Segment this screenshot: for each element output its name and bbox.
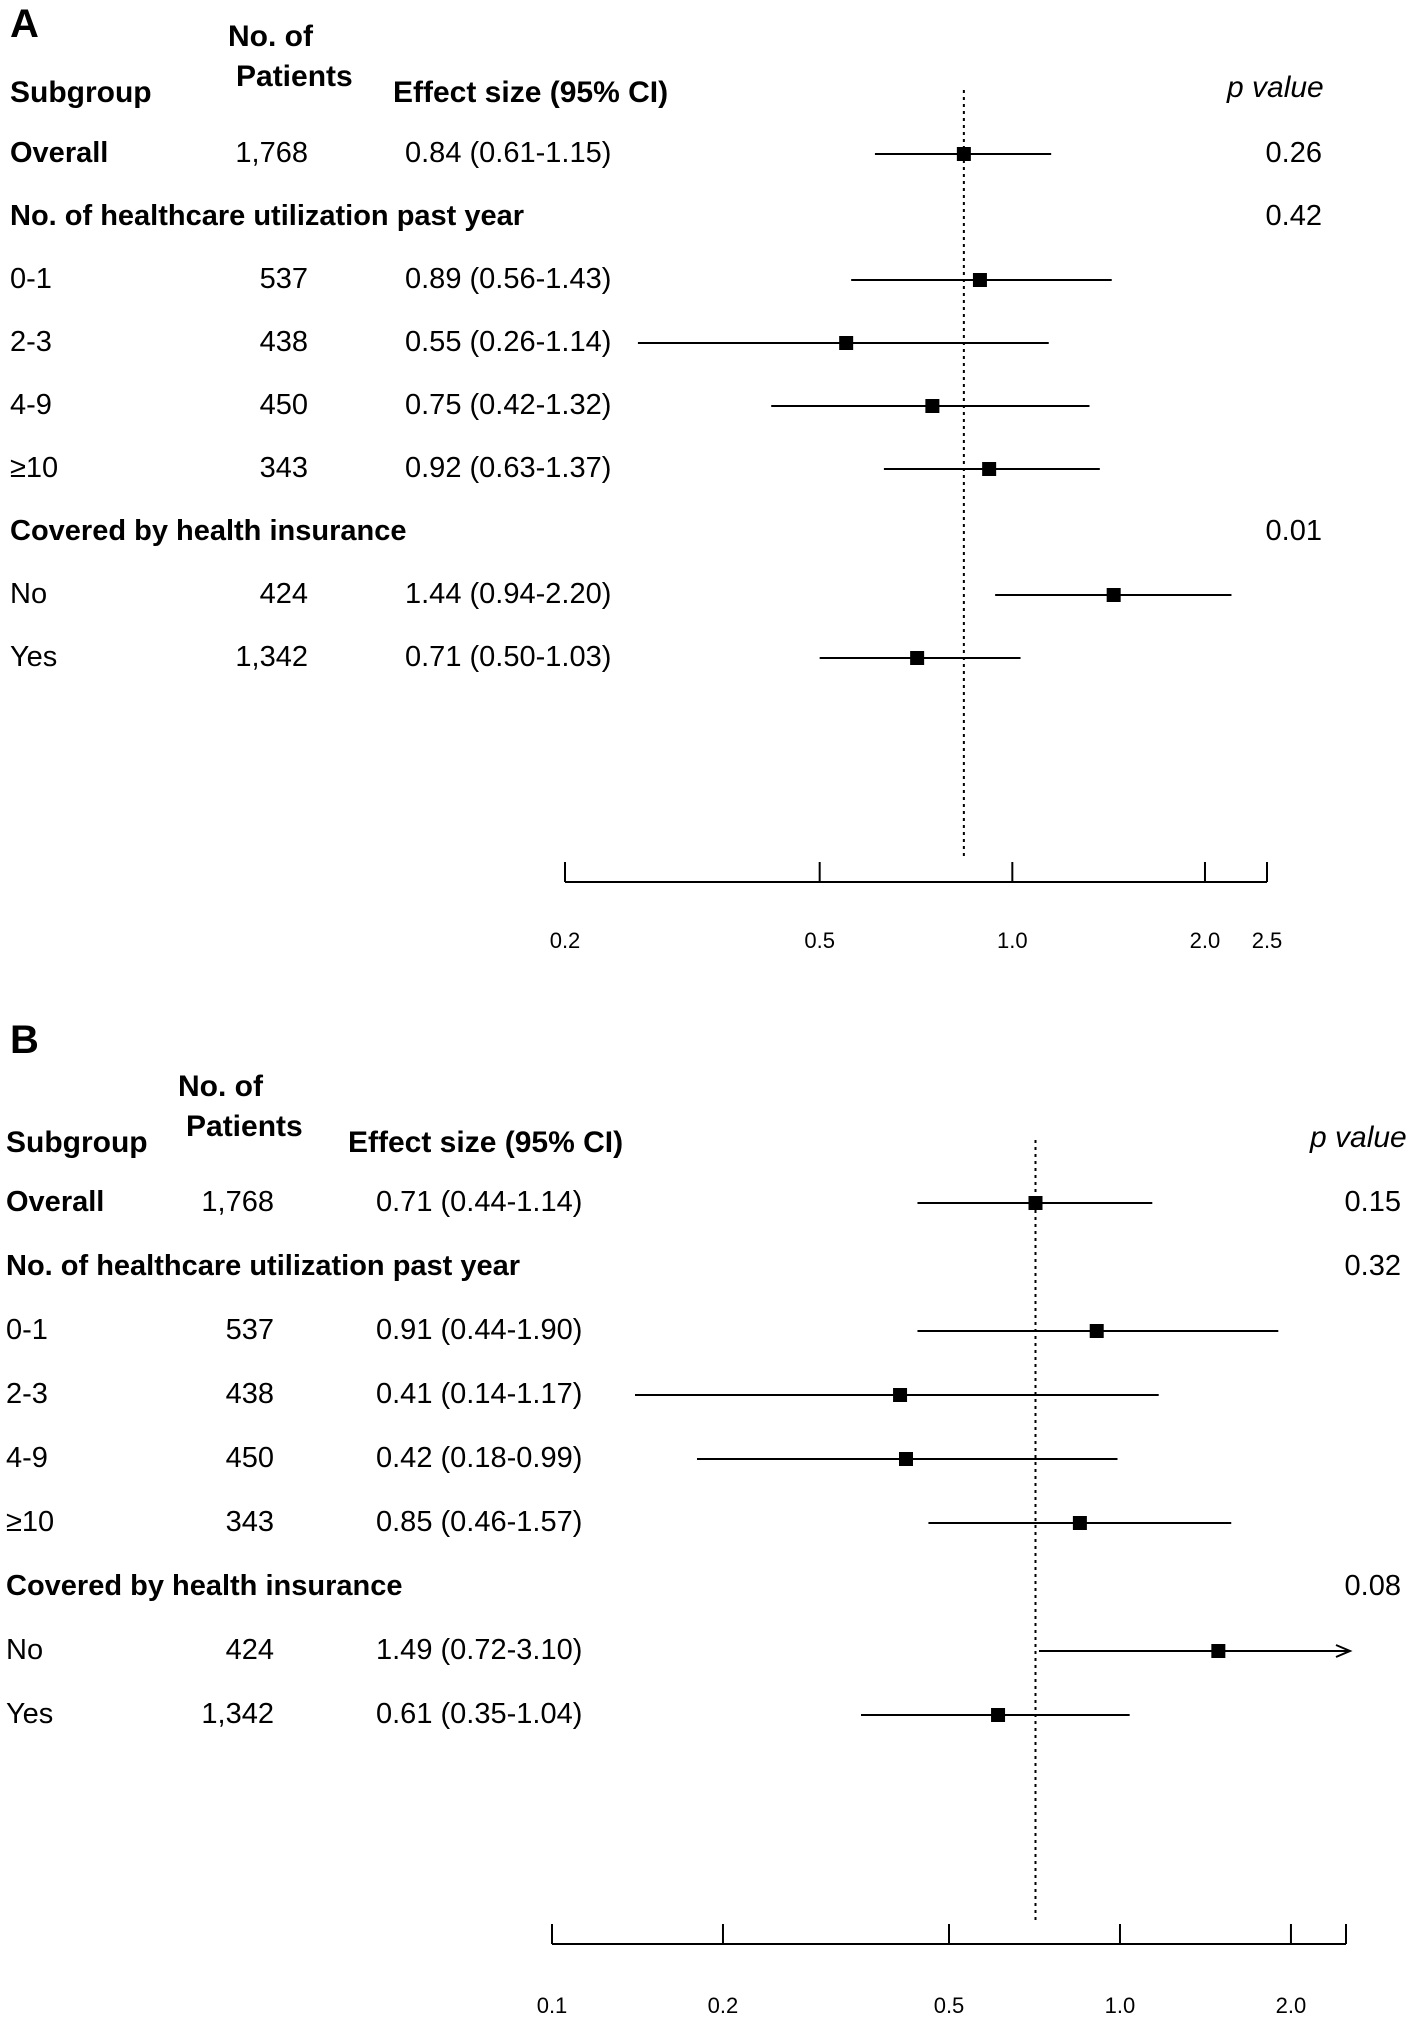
header-p-value: p value — [1310, 1121, 1407, 1154]
row-effect-size: 0.92 (0.63-1.37) — [405, 452, 612, 484]
row-label: Overall — [6, 1186, 105, 1218]
row-effect-size: 1.49 (0.72-3.10) — [376, 1634, 583, 1666]
row-label: 4-9 — [10, 389, 52, 421]
panel-letter: B — [10, 1018, 39, 1062]
row-p-value: 0.01 — [1265, 515, 1322, 547]
row-p-value: 0.26 — [1265, 137, 1322, 169]
point-estimate — [925, 399, 940, 413]
header-subgroup: Subgroup — [6, 1126, 148, 1159]
row-label: ≥10 — [6, 1506, 55, 1538]
point-estimate — [991, 1708, 1006, 1722]
point-estimate — [839, 336, 854, 350]
x-tick-label: 0.1 — [537, 1993, 568, 2018]
x-tick-label: 2.0 — [1276, 1993, 1307, 2018]
row-effect-size: 0.71 (0.50-1.03) — [405, 641, 612, 673]
point-estimate — [982, 462, 997, 476]
row-label: 2-3 — [10, 326, 52, 358]
row-effect-size: 0.71 (0.44-1.14) — [376, 1186, 583, 1218]
row-n-patients: 1,768 — [235, 137, 308, 169]
row-n-patients: 438 — [225, 1378, 274, 1410]
header-effect-size: Effect size (95% CI) — [348, 1126, 624, 1159]
row-label: No — [6, 1634, 44, 1666]
row-n-patients: 537 — [259, 263, 308, 295]
row-p-value: 0.42 — [1265, 200, 1322, 232]
row-label: 4-9 — [6, 1442, 48, 1474]
row-n-patients: 1,342 — [235, 641, 308, 673]
row-n-patients: 450 — [225, 1442, 274, 1474]
point-estimate — [910, 651, 925, 665]
point-estimate — [956, 147, 971, 161]
row-label: Yes — [10, 641, 58, 673]
row-p-value: 0.32 — [1344, 1250, 1401, 1282]
row-n-patients: 537 — [225, 1314, 274, 1346]
row-effect-size: 0.41 (0.14-1.17) — [376, 1378, 583, 1410]
row-effect-size: 0.61 (0.35-1.04) — [376, 1698, 583, 1730]
row-label: 0-1 — [6, 1314, 48, 1346]
header-patients-line2: Patients — [236, 60, 353, 93]
row-label: No — [10, 578, 48, 610]
header-effect-size: Effect size (95% CI) — [393, 76, 669, 109]
x-tick-label: 2.5 — [1252, 928, 1283, 953]
header-patients-line1: No. of — [228, 20, 313, 53]
forest-plot-panel-b: B Subgroup No. of Patients Effect size (95% … — [0, 1010, 1416, 2019]
x-tick-label: 1.0 — [997, 928, 1028, 953]
row-effect-size: 0.75 (0.42-1.32) — [405, 389, 612, 421]
subgroup-header: Covered by health insurance — [6, 1570, 403, 1602]
row-effect-size: 0.42 (0.18-0.99) — [376, 1442, 583, 1474]
row-effect-size: 0.89 (0.56-1.43) — [405, 263, 612, 295]
row-n-patients: 1,342 — [201, 1698, 274, 1730]
row-n-patients: 1,768 — [201, 1186, 274, 1218]
row-effect-size: 1.44 (0.94-2.20) — [405, 578, 612, 610]
header-subgroup: Subgroup — [10, 76, 152, 109]
row-p-value: 0.15 — [1344, 1186, 1401, 1218]
row-label: 2-3 — [6, 1378, 48, 1410]
header-patients-line1: No. of — [178, 1070, 263, 1103]
row-n-patients: 450 — [259, 389, 308, 421]
forest-plot-svg: 0.2 0.5 1.0 2.0 2.5 — [550, 90, 1283, 953]
x-tick-label: 0.2 — [708, 1993, 739, 2018]
subgroup-header: No. of healthcare utilization past year — [10, 200, 525, 232]
row-n-patients: 343 — [259, 452, 308, 484]
row-n-patients: 438 — [259, 326, 308, 358]
x-tick-label: 2.0 — [1190, 928, 1221, 953]
row-effect-size: 0.84 (0.61-1.15) — [405, 137, 612, 169]
point-estimate — [898, 1452, 913, 1466]
row-p-value: 0.08 — [1344, 1570, 1401, 1602]
panel-letter: A — [10, 2, 39, 46]
x-tick-label: 0.5 — [934, 1993, 965, 2018]
point-estimate — [1106, 588, 1121, 602]
row-n-patients: 424 — [225, 1634, 274, 1666]
row-label: ≥10 — [10, 452, 59, 484]
point-estimate — [972, 273, 987, 287]
forest-plot-panel-a: A Subgroup No. of Patients Effect size (95% … — [0, 0, 1416, 1000]
row-label: Yes — [6, 1698, 54, 1730]
point-estimate — [1072, 1516, 1087, 1530]
point-estimate — [1211, 1644, 1226, 1658]
row-n-patients: 424 — [259, 578, 308, 610]
point-estimate — [1028, 1196, 1043, 1210]
subgroup-header: No. of healthcare utilization past year — [6, 1250, 521, 1282]
x-tick-label: 0.5 — [804, 928, 835, 953]
row-label: Overall — [10, 137, 109, 169]
x-tick-label: 1.0 — [1105, 1993, 1136, 2018]
x-tick-label: 0.2 — [550, 928, 581, 953]
row-effect-size: 0.85 (0.46-1.57) — [376, 1506, 583, 1538]
row-label: 0-1 — [10, 263, 52, 295]
point-estimate — [893, 1388, 908, 1402]
point-estimate — [1089, 1324, 1104, 1338]
header-p-value: p value — [1227, 71, 1324, 104]
row-effect-size: 0.91 (0.44-1.90) — [376, 1314, 583, 1346]
ci-arrow — [1335, 1644, 1353, 1658]
forest-plot-svg: 0.1 0.2 0.5 1.0 2.0 — [537, 1140, 1353, 2018]
header-patients-line2: Patients — [186, 1110, 303, 1143]
row-n-patients: 343 — [225, 1506, 274, 1538]
subgroup-header: Covered by health insurance — [10, 515, 407, 547]
row-effect-size: 0.55 (0.26-1.14) — [405, 326, 612, 358]
